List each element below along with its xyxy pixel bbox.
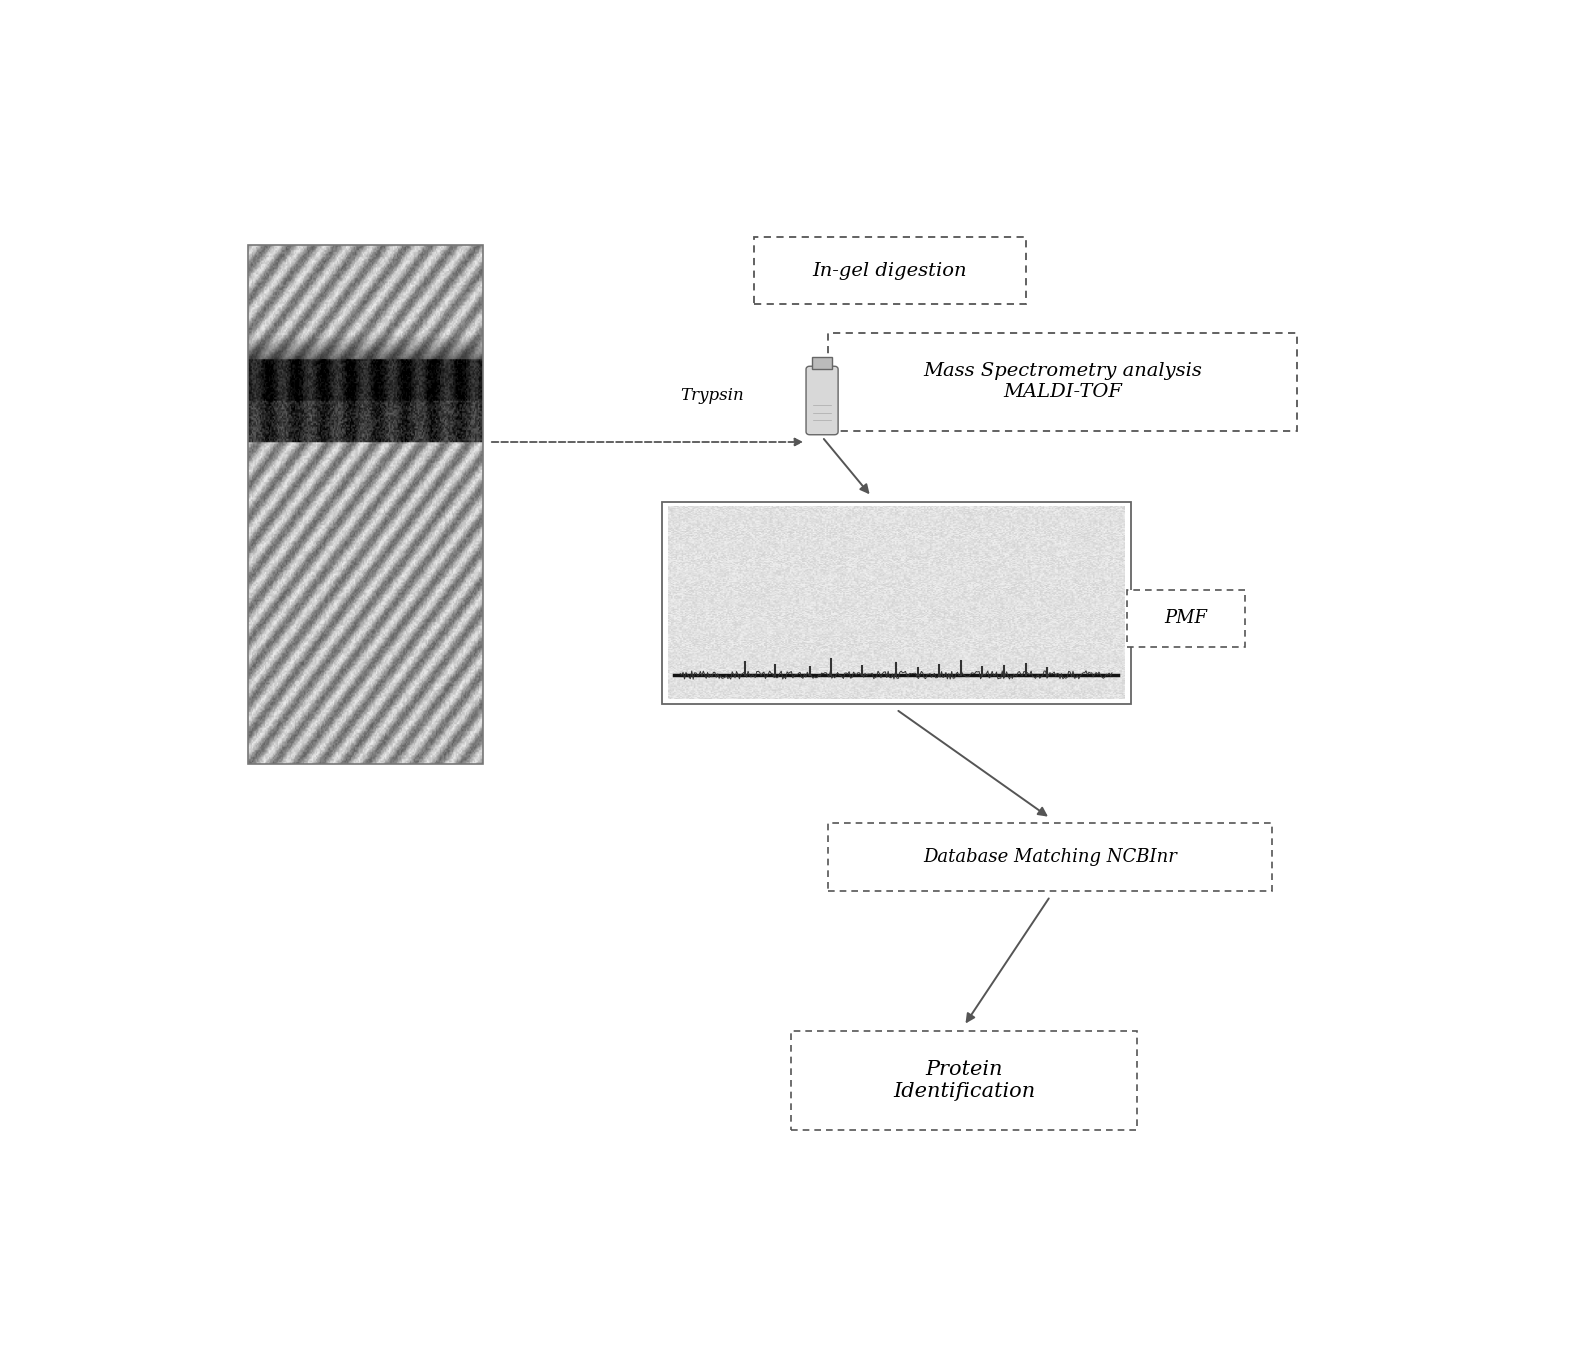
FancyBboxPatch shape [1127,590,1245,647]
Text: PMF: PMF [1164,609,1208,627]
FancyBboxPatch shape [812,357,833,369]
Text: Database Matching NCBInr: Database Matching NCBInr [923,848,1176,867]
FancyBboxPatch shape [828,824,1272,891]
Text: Trypsin: Trypsin [680,387,743,404]
Text: In-gel digestion: In-gel digestion [812,262,968,280]
FancyBboxPatch shape [828,333,1297,431]
Text: Protein
Identification: Protein Identification [893,1060,1035,1101]
FancyBboxPatch shape [806,367,837,435]
FancyBboxPatch shape [755,237,1025,305]
Text: Mass Spectrometry analysis
MALDI-TOF: Mass Spectrometry analysis MALDI-TOF [923,363,1202,402]
FancyBboxPatch shape [791,1031,1137,1130]
